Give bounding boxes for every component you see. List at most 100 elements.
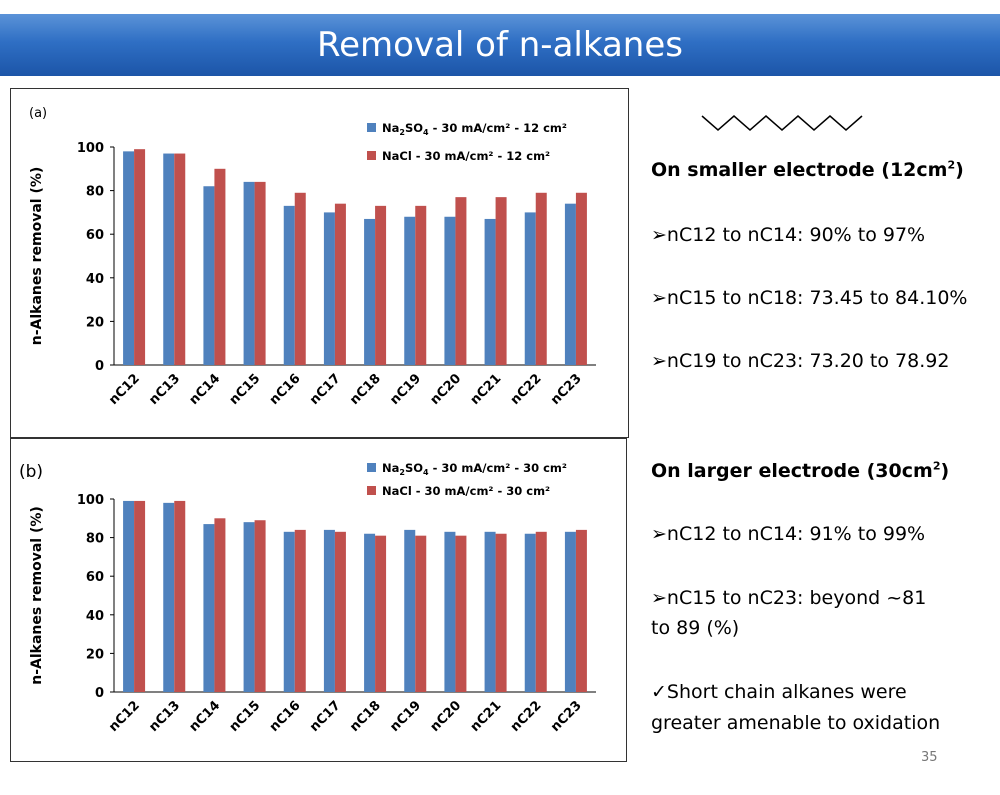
bar-na2so4 (364, 533, 376, 692)
bar-nacl (375, 535, 387, 692)
bar-nacl (455, 197, 467, 365)
bar-na2so4 (564, 531, 576, 692)
x-tick-label: nC14 (187, 698, 224, 735)
x-tick-label: nC17 (307, 698, 344, 735)
smaller-item-2: ➢nC15 to nC18: 73.45 to 84.10% (651, 287, 968, 309)
bar-nacl (575, 529, 587, 692)
x-tick-label: nC17 (307, 371, 344, 408)
x-tick-label: nC18 (347, 698, 384, 735)
legend-entry: Na2SO4 - 30 mA/cm² - 30 cm² (382, 461, 567, 477)
bar-na2so4 (163, 502, 175, 692)
x-tick-label: nC21 (468, 371, 505, 408)
panel-label: (b) (19, 462, 43, 482)
larger-item-1: ➢nC12 to nC14: 91% to 99% (651, 523, 926, 545)
y-tick-label: 100 (77, 493, 104, 508)
bar-nacl (415, 205, 427, 365)
y-tick-label: 20 (86, 315, 104, 330)
legend-swatch (367, 123, 376, 132)
x-tick-label: nC20 (428, 698, 465, 735)
chart-b: (b) n-Alkanes removal (%) 0 20 40 60 80 100 nC12… (10, 438, 627, 762)
bar-na2so4 (283, 205, 295, 365)
smaller-electrode-heading: On smaller electrode (12cm2) (651, 158, 964, 181)
x-tick-label: nC12 (106, 371, 143, 408)
bar-na2so4 (524, 212, 536, 365)
legend-swatch (367, 486, 376, 495)
bar-nacl (495, 197, 507, 365)
smaller-item-3: ➢nC19 to nC23: 73.20 to 78.92 (651, 350, 950, 372)
y-tick-label: 60 (86, 570, 104, 585)
bar-na2so4 (484, 531, 496, 692)
bar-nacl (455, 535, 467, 692)
bar-na2so4 (524, 533, 536, 692)
smaller-item-1: ➢nC12 to nC14: 90% to 97% (651, 224, 926, 246)
bar-na2so4 (444, 531, 456, 692)
x-tick-label: nC21 (468, 698, 505, 735)
x-tick-label: nC23 (548, 371, 585, 408)
bar-nacl (134, 149, 146, 365)
x-tick-label: nC18 (347, 371, 384, 408)
slide-title: Removal of n-alkanes (0, 14, 1000, 76)
x-tick-label: nC19 (387, 698, 424, 735)
chart-b-svg: (b) n-Alkanes removal (%) 0 20 40 60 80 100 nC12… (19, 461, 596, 735)
y-tick-label: 20 (86, 647, 104, 662)
bar-nacl (575, 192, 587, 365)
x-tick-label: nC15 (227, 371, 264, 408)
y-axis-label: n-Alkanes removal (%) (29, 167, 45, 346)
y-tick-label: 60 (86, 228, 104, 243)
bar-na2so4 (484, 218, 496, 365)
x-tick-label: nC15 (227, 698, 264, 735)
y-tick-label: 40 (86, 272, 104, 287)
chart-a: (a) n-Alkanes removal (%) 0 20 40 60 80 100 nC12… (10, 88, 629, 438)
bar-nacl (214, 518, 226, 692)
legend-entry: Na2SO4 - 30 mA/cm² - 12 cm² (382, 121, 567, 137)
bar-nacl (334, 531, 346, 692)
bar-nacl (535, 192, 547, 365)
y-tick-label: 0 (95, 686, 104, 701)
bar-na2so4 (243, 522, 255, 692)
x-tick-label: nC22 (508, 698, 545, 735)
bar-na2so4 (404, 216, 416, 365)
x-tick-label: nC16 (267, 371, 304, 408)
legend-entry: NaCl - 30 mA/cm² - 30 cm² (382, 484, 550, 498)
larger-item-2: ➢nC15 to nC23: beyond ~81 (651, 587, 927, 609)
x-tick-label: nC16 (267, 698, 304, 735)
bar-nacl (375, 205, 387, 365)
y-axis-label: n-Alkanes removal (%) (29, 506, 45, 685)
bar-nacl (174, 500, 186, 692)
bar-nacl (334, 203, 346, 365)
x-tick-label: nC19 (387, 371, 424, 408)
bar-nacl (254, 181, 266, 365)
y-tick-label: 0 (95, 359, 104, 374)
bar-nacl (535, 531, 547, 692)
note-line-1: ✓Short chain alkanes were (651, 681, 907, 703)
y-tick-label: 80 (86, 185, 104, 200)
page-number: 35 (921, 750, 938, 765)
y-tick-label: 100 (77, 141, 104, 156)
bar-na2so4 (123, 151, 135, 365)
x-tick-label: nC20 (428, 371, 465, 408)
bar-nacl (294, 529, 306, 692)
legend-swatch (367, 151, 376, 160)
panel-label: (a) (29, 106, 47, 121)
chart-a-svg: (a) n-Alkanes removal (%) 0 20 40 60 80 100 nC12… (29, 106, 596, 408)
x-tick-label: nC23 (548, 698, 585, 735)
x-tick-label: nC13 (146, 698, 183, 735)
bar-na2so4 (243, 181, 255, 365)
x-tick-label: nC22 (508, 371, 545, 408)
x-tick-label: nC14 (187, 371, 224, 408)
bar-na2so4 (444, 216, 456, 365)
bar-nacl (254, 520, 266, 692)
bar-na2so4 (203, 186, 215, 365)
note-line-2: greater amenable to oxidation (651, 712, 941, 734)
bar-na2so4 (123, 500, 135, 692)
bar-na2so4 (163, 153, 175, 365)
bar-na2so4 (323, 212, 335, 365)
bar-nacl (294, 192, 306, 365)
y-tick-label: 40 (86, 609, 104, 624)
alkane-zigzag-icon (701, 115, 863, 131)
legend-entry: NaCl - 30 mA/cm² - 12 cm² (382, 149, 550, 163)
bar-na2so4 (364, 218, 376, 365)
bar-na2so4 (283, 531, 295, 692)
bar-nacl (495, 533, 507, 692)
legend-swatch (367, 463, 376, 472)
